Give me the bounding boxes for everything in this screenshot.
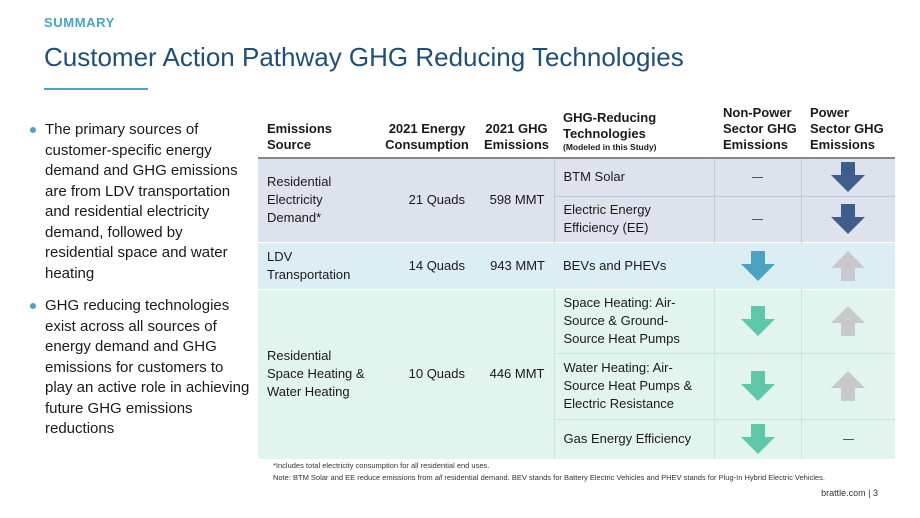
cell-power-impact xyxy=(800,353,895,420)
cell-energy: 21 Quads xyxy=(375,158,474,242)
section-kicker: SUMMARY xyxy=(44,15,115,30)
cell-power-impact xyxy=(800,158,895,197)
dash-icon xyxy=(842,439,854,441)
header-nonpower-emissions: Non-Power Sector GHG Emissions xyxy=(723,105,797,152)
cell-nonpower-impact xyxy=(713,353,801,420)
cell-energy: 10 Quads xyxy=(375,289,474,459)
cell-nonpower-impact xyxy=(713,158,801,197)
cell-source: Residential Space Heating & Water Heatin… xyxy=(258,289,375,459)
table-row: Water Heating: Air-Source Heat Pumps & E… xyxy=(258,353,895,420)
cell-power-impact xyxy=(800,289,895,354)
table-row: Residential Space Heating & Water Heatin… xyxy=(258,289,895,459)
cell-technology: Gas Energy Efficiency xyxy=(553,419,714,459)
table-row: LDV Transportation 14 Quads 943 MMT BEVs… xyxy=(258,242,895,289)
cell-nonpower-impact xyxy=(713,289,801,354)
arrow-down-icon xyxy=(740,424,775,455)
arrow-up-icon xyxy=(831,306,866,336)
footnote-asterisk: *Includes total electricity consumption … xyxy=(273,461,490,470)
dash-icon xyxy=(752,177,763,179)
header-technologies-note: (Modeled in this Study) xyxy=(563,142,657,152)
cell-nonpower-impact xyxy=(713,196,801,242)
footnote-note-end: residential demand. BEV stands for Batte… xyxy=(442,473,825,482)
bullet-item: The primary sources of customer-specific… xyxy=(28,120,250,284)
footer-site-page: brattle.com | 3 xyxy=(821,488,878,498)
header-technologies-label: GHG-Reducing Technologies xyxy=(563,110,657,141)
cell-ghg: 446 MMT xyxy=(474,289,554,459)
arrow-down-icon xyxy=(740,371,775,401)
cell-ghg: 598 MMT xyxy=(474,158,554,242)
table-row: Electric Energy Efficiency (EE) xyxy=(258,196,895,242)
dash-icon xyxy=(752,219,763,221)
cell-nonpower-impact xyxy=(714,242,801,289)
bullet-dot xyxy=(30,303,36,309)
header-power-emissions: Power Sector GHG Emissions xyxy=(810,105,884,152)
table-row: Gas Energy Efficiency xyxy=(258,419,895,459)
arrow-down-icon xyxy=(831,204,866,234)
table-row: Residential Electricity Demand* 21 Quads… xyxy=(258,158,895,242)
title-underline xyxy=(44,88,148,90)
arrow-up-icon xyxy=(831,250,865,281)
bullet-item: GHG reducing technologies exist across a… xyxy=(28,296,250,440)
technology-table: Emissions Source 2021 Energy Consumption… xyxy=(258,102,895,459)
cell-ghg: 943 MMT xyxy=(474,242,554,289)
cell-source: Residential Electricity Demand* xyxy=(258,158,375,242)
cell-energy: 14 Quads xyxy=(375,242,474,289)
arrow-down-icon xyxy=(740,250,775,281)
cell-nonpower-impact xyxy=(713,419,801,459)
arrow-down-icon xyxy=(740,306,775,336)
cell-technology: BTM Solar xyxy=(553,158,714,197)
page-title: Customer Action Pathway GHG Reducing Tec… xyxy=(44,42,684,72)
cell-technology: Electric Energy Efficiency (EE) xyxy=(553,196,714,242)
footnote-note-start: Note: BTM Solar and EE reduce emissions … xyxy=(273,473,435,482)
arrow-down-icon xyxy=(831,162,866,193)
cell-technology: Space Heating: Air-Source & Ground-Sourc… xyxy=(553,289,714,354)
cell-source: LDV Transportation xyxy=(258,242,375,289)
bullet-dot xyxy=(30,127,36,133)
footnote-note-emphasis: all xyxy=(434,473,443,482)
cell-power-impact xyxy=(800,419,895,459)
summary-bullets: The primary sources of customer-specific… xyxy=(28,120,250,452)
cell-power-impact xyxy=(801,242,895,289)
header-energy-consumption: 2021 Energy Consumption xyxy=(385,121,469,152)
cell-power-impact xyxy=(800,196,895,242)
bullet-text: GHG reducing technologies exist across a… xyxy=(45,297,250,437)
header-technologies: GHG-Reducing Technologies (Modeled in th… xyxy=(554,102,714,158)
header-ghg-emissions: 2021 GHG Emissions xyxy=(483,121,550,152)
bullet-text: The primary sources of customer-specific… xyxy=(45,121,238,282)
table-header-row: Emissions Source 2021 Energy Consumption… xyxy=(258,102,895,158)
arrow-up-icon xyxy=(831,371,866,401)
footnote-note: Note: BTM Solar and EE reduce emissions … xyxy=(273,473,825,482)
cell-technology: Water Heating: Air-Source Heat Pumps & E… xyxy=(553,353,714,420)
header-emissions-source: Emissions Source xyxy=(267,121,333,152)
cell-technology: BEVs and PHEVs xyxy=(554,242,714,289)
